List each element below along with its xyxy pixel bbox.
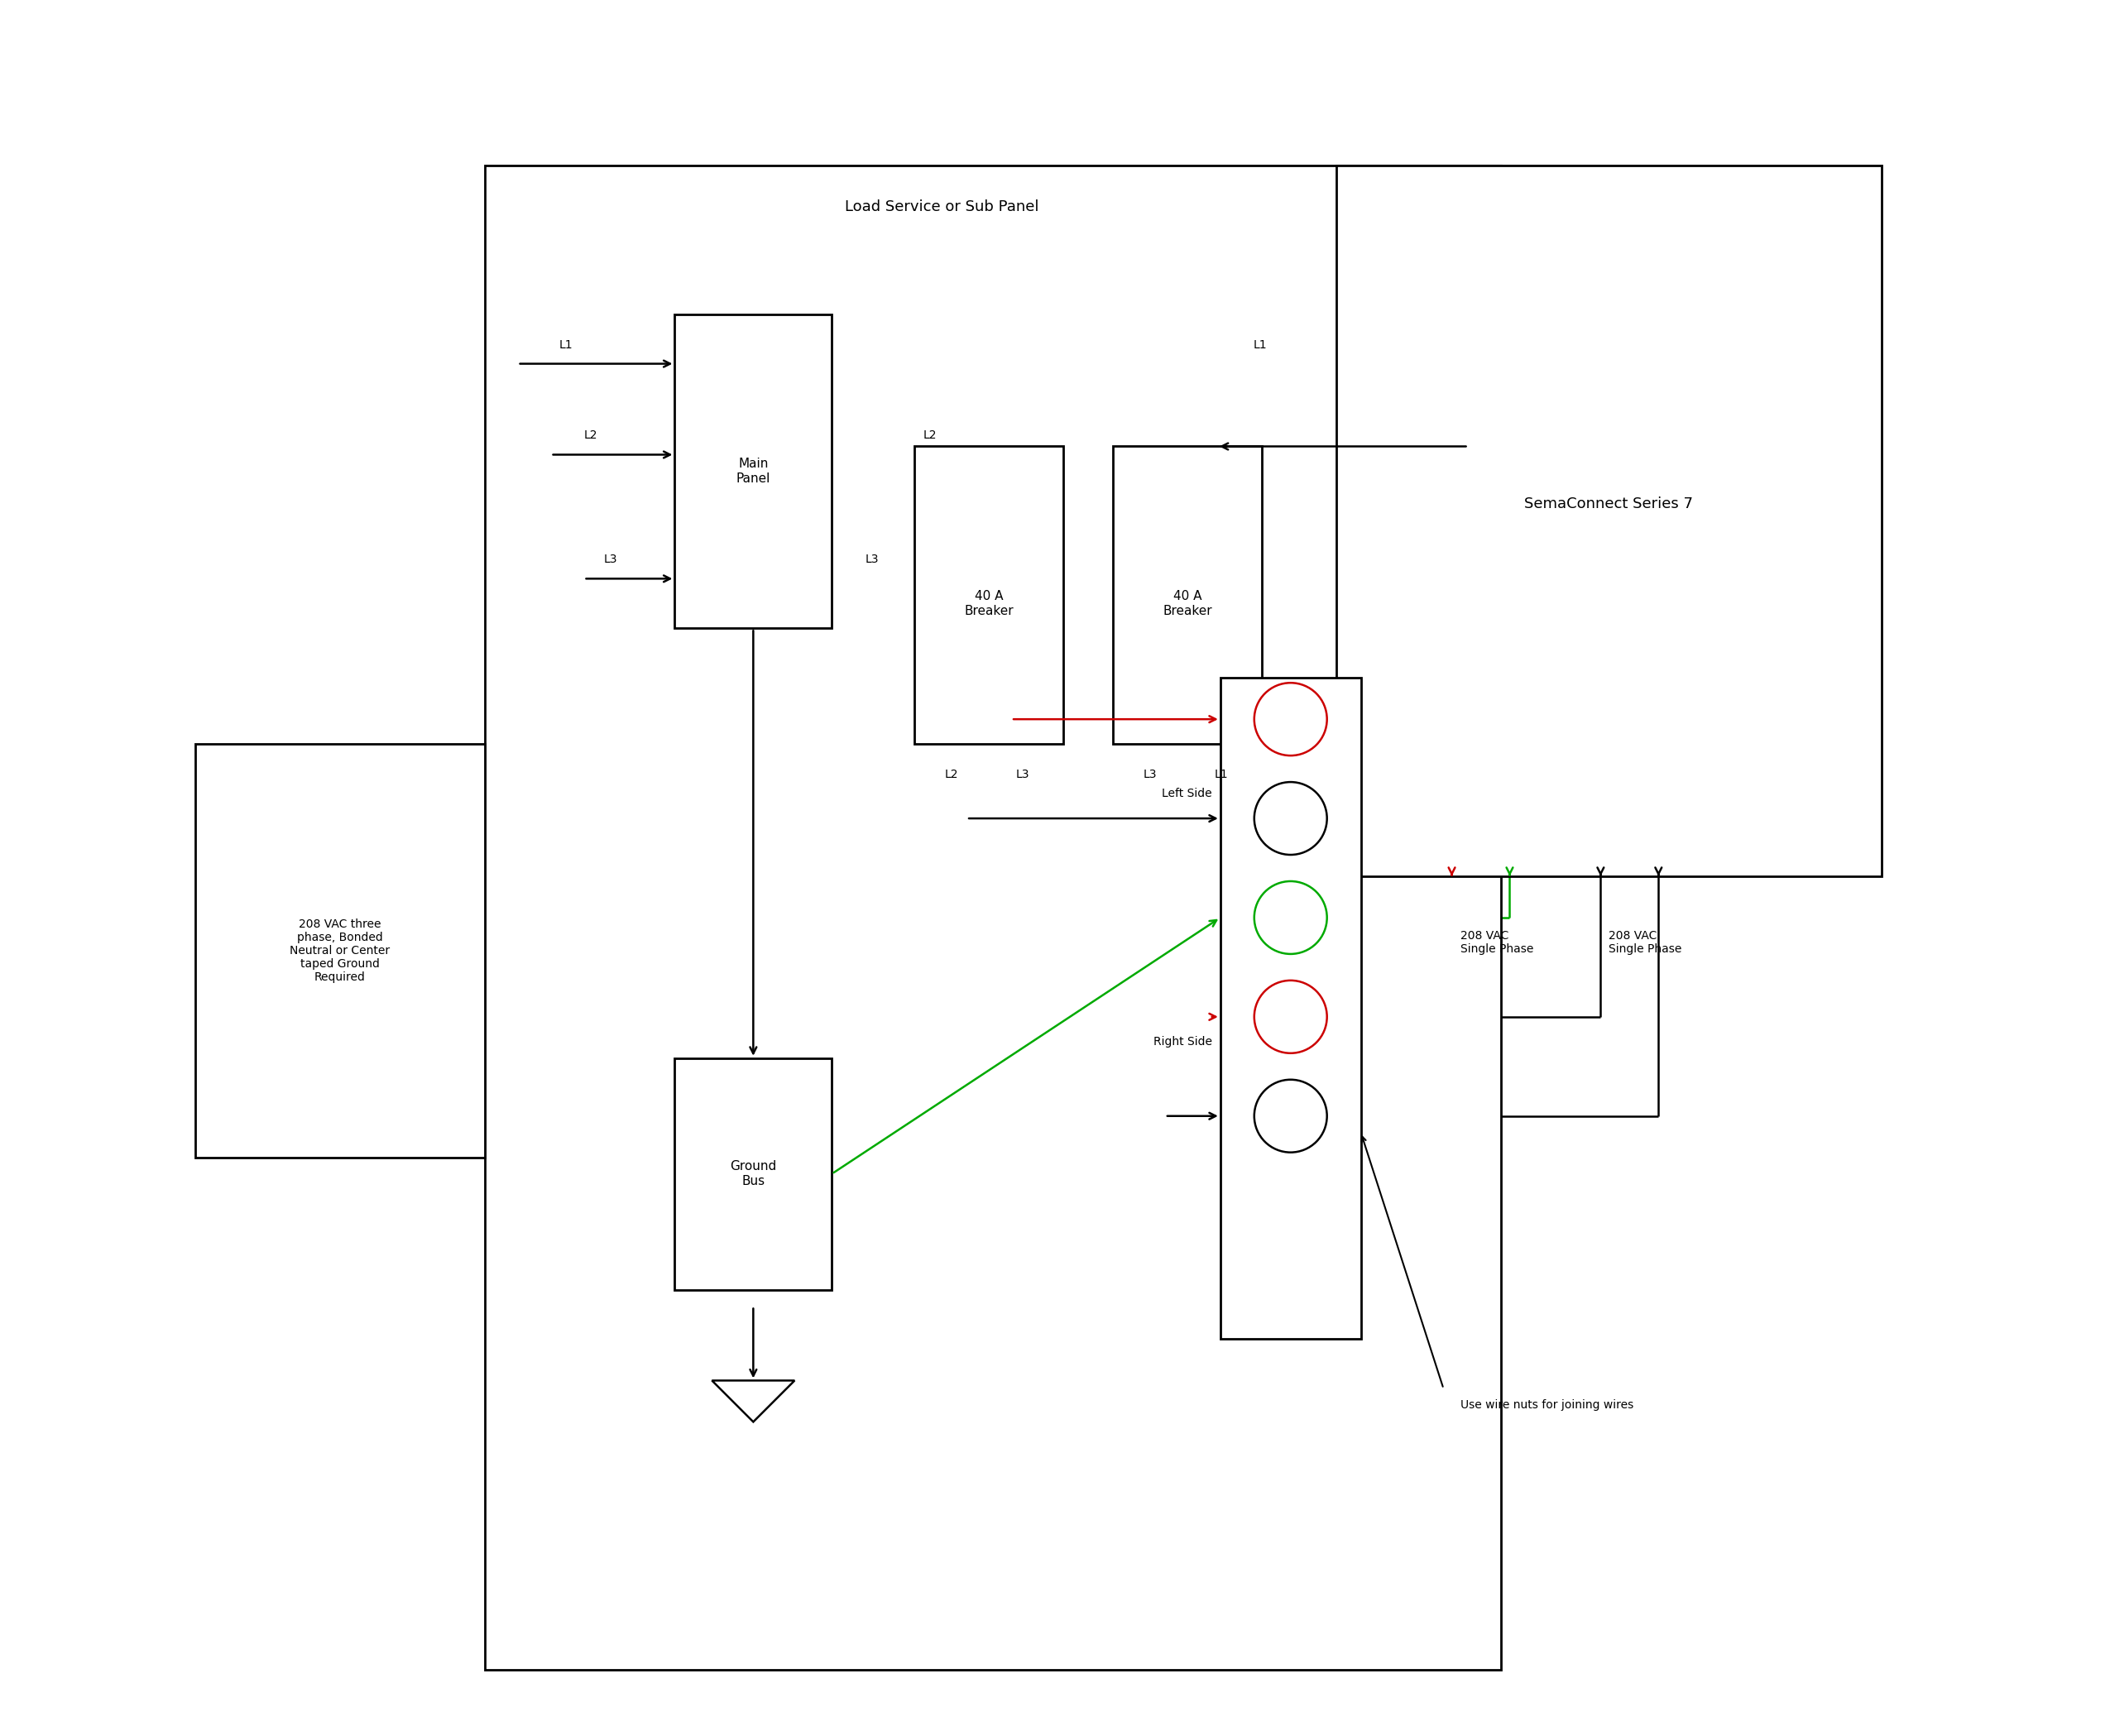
- Circle shape: [1253, 882, 1327, 955]
- Text: 208 VAC
Single Phase: 208 VAC Single Phase: [1608, 930, 1682, 955]
- Text: L3: L3: [865, 554, 878, 566]
- Text: Load Service or Sub Panel: Load Service or Sub Panel: [846, 200, 1040, 214]
- Text: L2: L2: [584, 431, 597, 441]
- Bar: [1220, 677, 1361, 1338]
- Bar: [914, 446, 1063, 745]
- Text: L3: L3: [1017, 769, 1030, 781]
- Circle shape: [1253, 682, 1327, 755]
- Circle shape: [1253, 781, 1327, 854]
- Text: 208 VAC
Single Phase: 208 VAC Single Phase: [1460, 930, 1534, 955]
- Bar: [196, 745, 485, 1158]
- Text: Left Side: Left Side: [1163, 788, 1211, 799]
- Text: SemaConnect Series 7: SemaConnect Series 7: [1523, 496, 1692, 512]
- Text: Ground
Bus: Ground Bus: [730, 1160, 776, 1187]
- Text: L1: L1: [559, 339, 572, 351]
- Bar: [675, 1059, 831, 1290]
- Text: L2: L2: [922, 431, 937, 441]
- Bar: [1336, 165, 1882, 877]
- Text: L1: L1: [1215, 769, 1228, 781]
- Text: Main
Panel: Main Panel: [736, 458, 770, 484]
- Text: L1: L1: [1253, 339, 1268, 351]
- Bar: [1112, 446, 1262, 745]
- Bar: [675, 314, 831, 628]
- Text: Right Side: Right Side: [1154, 1036, 1211, 1047]
- Text: 40 A
Breaker: 40 A Breaker: [964, 590, 1013, 616]
- Text: 40 A
Breaker: 40 A Breaker: [1163, 590, 1211, 616]
- Circle shape: [1253, 1080, 1327, 1153]
- Circle shape: [1253, 981, 1327, 1054]
- Text: L2: L2: [945, 769, 958, 781]
- Text: 208 VAC three
phase, Bonded
Neutral or Center
taped Ground
Required: 208 VAC three phase, Bonded Neutral or C…: [289, 918, 390, 983]
- Text: L3: L3: [603, 554, 618, 566]
- Bar: [485, 165, 1502, 1670]
- Text: Use wire nuts for joining wires: Use wire nuts for joining wires: [1460, 1399, 1633, 1411]
- Text: L3: L3: [1144, 769, 1156, 781]
